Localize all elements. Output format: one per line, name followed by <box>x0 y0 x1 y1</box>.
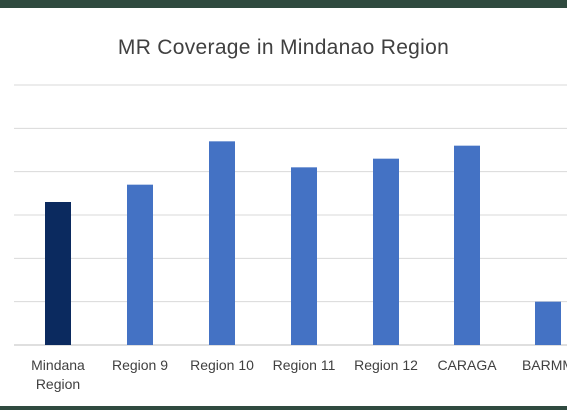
bottom-border-band <box>0 406 567 410</box>
bar-caraga <box>454 145 480 345</box>
x-tick-label: Mindana Region <box>31 357 85 392</box>
x-tick-label: Region 10 <box>190 357 254 373</box>
x-tick-label: Region 9 <box>111 357 169 373</box>
bar-barmm <box>535 301 561 345</box>
x-tick-label: BARMM <box>521 357 567 373</box>
bar-region-10 <box>209 141 235 345</box>
bar-region-9 <box>127 184 153 345</box>
x-tick-label: Region 11 <box>272 357 336 373</box>
x-tick-label: Region 12 <box>354 357 418 373</box>
bar-region-12 <box>373 158 399 345</box>
bar-mindana-region <box>45 202 71 345</box>
x-tick-label: CARAGA <box>437 357 497 373</box>
top-border-band <box>0 0 567 8</box>
bar-region-11 <box>291 167 317 345</box>
chart-title: MR Coverage in Mindanao Region <box>117 36 450 59</box>
